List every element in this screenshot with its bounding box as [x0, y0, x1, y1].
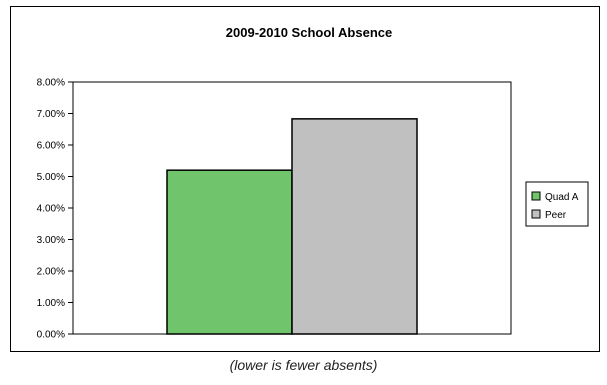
legend-label: Peer: [545, 210, 567, 221]
y-tick-label: 6.00%: [37, 141, 65, 152]
legend: Quad A Peer: [525, 181, 589, 227]
plot-area: 0.00% 1.00% 2.00% 3.00% 4.00% 5.00% 6.00% 7.00%…: [37, 78, 512, 341]
y-tick-label: 1.00%: [37, 298, 65, 309]
y-tick-label: 7.00%: [37, 109, 65, 120]
bar-peer: [291, 118, 418, 335]
legend-box: [525, 181, 589, 227]
legend-label: Quad A: [545, 192, 579, 203]
y-tick-label: 3.00%: [37, 235, 65, 246]
chart-caption: (lower is fewer absents): [229, 357, 378, 373]
bar-quad-a: [166, 169, 293, 335]
y-tick-label: 0.00%: [37, 330, 65, 341]
legend-swatch: [531, 209, 541, 219]
chart-title: 2009-2010 School Absence: [226, 25, 392, 40]
y-tick-label: 8.00%: [37, 78, 65, 89]
y-tick-label: 4.00%: [37, 204, 65, 215]
chart-svg: 2009-2010 School Absence 0.00% 1.00% 2.00%…: [37, 25, 589, 341]
y-tick-label: 2.00%: [37, 267, 65, 278]
legend-swatch: [531, 191, 541, 201]
chart-frame: 2009-2010 School Absence 0.00% 1.00% 2.00%…: [10, 6, 600, 352]
y-tick-label: 5.00%: [37, 172, 65, 183]
